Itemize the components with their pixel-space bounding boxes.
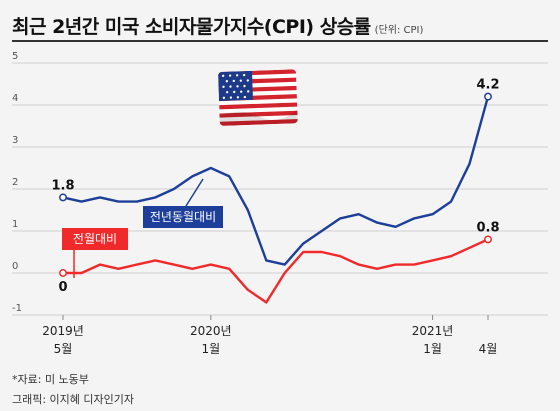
series-lines (61, 95, 490, 304)
title-rule (12, 40, 548, 42)
data-point (59, 193, 67, 202)
legend-blue-label: 전년동월대비 (150, 210, 216, 224)
cpi-line-chart: -1 0 1 2 3 4 5 2019년 5월 2020년 1월 2021년 1월 4월 1.8 4.2 0 (12, 51, 548, 356)
data-value-label: 0.8 (476, 220, 499, 235)
title-text: 최근 2년간 미국 소비자물가지수(CPI) 상승률 (12, 16, 371, 38)
x-tick-label-month: 4월 (479, 342, 498, 356)
y-tick-label: 4 (12, 93, 18, 104)
value-annotations: 1.8 4.2 0 0.8 (51, 78, 499, 295)
source-note: *자료: 미 노동부 (12, 373, 89, 386)
chart-title: 최근 2년간 미국 소비자물가지수(CPI) 상승률 (단위: CPI) (12, 12, 423, 39)
data-point (484, 235, 492, 244)
y-tick-label: 3 (12, 135, 18, 146)
y-tick-label: 1 (12, 219, 18, 230)
legend-red-callout: 전월대비 (62, 228, 128, 250)
x-tick-label-month: 1월 (201, 342, 220, 356)
y-tick-label: 5 (12, 51, 18, 62)
x-tick-label-year: 2019년 (42, 324, 84, 338)
data-value-label: 4.2 (476, 78, 499, 93)
series-line-yoy (61, 95, 490, 266)
series-line-mom (61, 238, 490, 304)
y-axis-ticks: -1 0 1 2 3 4 5 (12, 51, 22, 314)
data-point (59, 269, 67, 277)
x-tick-label-year: 2020년 (190, 324, 232, 338)
unit-label: (단위: CPI) (374, 25, 424, 36)
x-tick-label-year: 2021년 (412, 324, 454, 338)
data-value-label: 1.8 (51, 178, 74, 193)
legend-blue-callout: 전년동월대비 (143, 206, 223, 228)
data-value-label: 0 (58, 280, 67, 295)
x-tick-label-month: 1월 (423, 342, 442, 356)
data-point (484, 92, 492, 101)
y-tick-label: 0 (12, 261, 18, 272)
blue-callout-leader (185, 178, 204, 207)
legend-red-label: 전월대비 (73, 232, 117, 246)
y-tick-label: 2 (12, 177, 18, 188)
us-flag-icon (218, 69, 298, 126)
series-endpoints (59, 92, 492, 277)
y-tick-label: -1 (12, 303, 22, 314)
credit-note: 그래픽: 이지혜 디자인기자 (12, 393, 135, 406)
x-axis-ticks: 2019년 5월 2020년 1월 2021년 1월 4월 (42, 315, 497, 356)
x-tick-label-month: 5월 (54, 342, 73, 356)
